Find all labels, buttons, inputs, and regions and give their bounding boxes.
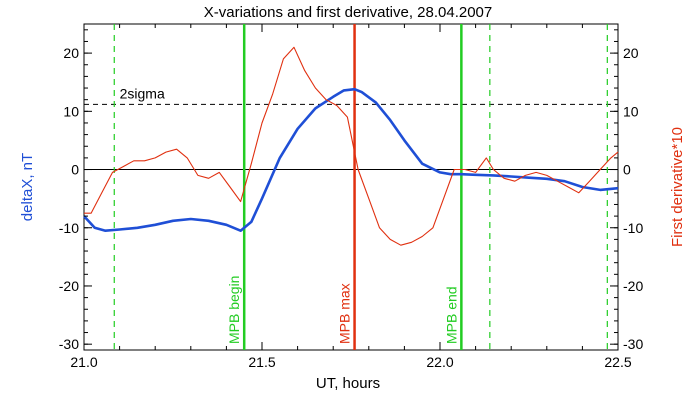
right-y-axis-label: First derivative*10 (669, 127, 686, 247)
left-y-axis-label: deltaX, nT (19, 153, 36, 221)
left-y-tick-label: -30 (59, 336, 79, 352)
left-y-tick-label: 20 (63, 45, 79, 61)
x-axis-label: UT, hours (316, 375, 380, 392)
right-y-tick-label: 20 (623, 45, 639, 61)
x-tick-label: 22.5 (604, 354, 631, 370)
right-y-tick-label: -10 (623, 220, 643, 236)
right-y-tick-label: -30 (623, 336, 643, 352)
sigma-label: 2sigma (120, 85, 165, 101)
right-y-tick-label: 10 (623, 103, 639, 119)
vertical-line-label-3: MPB max (337, 283, 353, 344)
left-y-tick-label: 0 (71, 162, 79, 178)
chart-title: X-variations and first derivative, 28.04… (204, 4, 493, 21)
vertical-line-label-4: MPB end (443, 286, 459, 344)
series-line-1 (83, 87, 619, 232)
plot-frame (83, 23, 619, 351)
left-y-tick-label: 10 (63, 103, 79, 119)
x-tick-label: 22.0 (426, 354, 453, 370)
left-y-tick-label: -10 (59, 220, 79, 236)
left-y-tick-label: -20 (59, 278, 79, 294)
right-y-tick-label: 0 (623, 162, 631, 178)
vertical-line-label-2: MPB begin (226, 276, 242, 344)
x-tick-label: 21.0 (70, 354, 97, 370)
series-line-2 (84, 46, 619, 246)
x-tick-label: 21.5 (248, 354, 275, 370)
chart-marks: 2sigma MPB begin MPB max MPB end -30 -30 -20 -2… (59, 24, 643, 370)
right-y-tick-label: -20 (623, 278, 643, 294)
